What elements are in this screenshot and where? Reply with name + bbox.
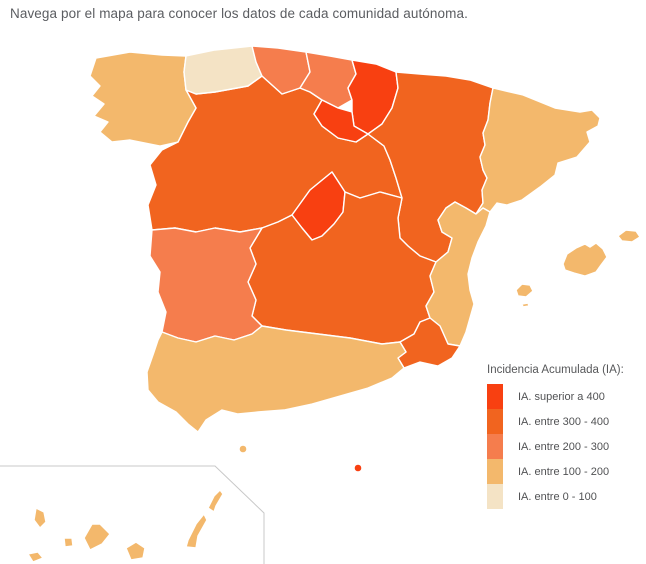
island-la-gomera[interactable] [63,537,74,548]
island-mallorca[interactable] [562,242,608,277]
canary-inset-border [0,465,265,564]
legend-label-100-200: IA. entre 100 - 200 [518,465,610,478]
island-formentera[interactable] [521,302,530,308]
region-murcia[interactable] [397,317,461,369]
legend-label-200-300: IA. entre 200 - 300 [518,440,610,453]
island-fuerteventura[interactable] [185,513,208,549]
legend-label-300-400: IA. entre 300 - 400 [518,415,610,428]
region-la-rioja[interactable] [313,99,369,143]
region-melilla[interactable] [353,463,363,473]
region-cataluna[interactable] [475,87,601,215]
island-menorca[interactable] [617,229,641,243]
legend-swatch-100-200 [487,459,503,484]
island-el-hierro[interactable] [27,551,44,563]
legend-item-0-100: IA. entre 0 - 100 [487,484,642,509]
region-extremadura[interactable] [149,227,263,343]
legend-item-300-400: IA. entre 300 - 400 [487,409,642,434]
legend-item-superior-400: IA. superior a 400 [487,384,642,409]
island-ibiza[interactable] [515,283,534,298]
island-gran-canaria[interactable] [125,541,146,561]
legend-swatch-300-400 [487,409,503,434]
region-baleares[interactable] [515,229,641,308]
legend-swatch-0-100 [487,484,503,509]
island-lanzarote[interactable] [207,489,224,513]
map-legend: Incidencia Acumulada (IA): IA. superior … [487,364,642,509]
region-ceuta[interactable] [238,444,248,454]
legend-label-0-100: IA. entre 0 - 100 [518,490,597,503]
region-canarias[interactable] [27,489,224,563]
region-pais-vasco[interactable] [299,51,357,109]
island-tenerife[interactable] [83,523,111,551]
island-la-palma[interactable] [33,507,47,529]
legend-label-superior-400: IA. superior a 400 [518,390,605,403]
region-galicia[interactable] [89,51,197,147]
legend-item-200-300: IA. entre 200 - 300 [487,434,642,459]
legend-title: Incidencia Acumulada (IA): [487,364,624,376]
legend-swatch-200-300 [487,434,503,459]
map-instruction-text: Navega por el mapa para conocer los dato… [10,6,468,21]
legend-item-100-200: IA. entre 100 - 200 [487,459,642,484]
region-andalucia[interactable] [146,325,407,433]
region-asturias[interactable] [183,45,263,95]
legend-swatch-superior-400 [487,384,503,409]
